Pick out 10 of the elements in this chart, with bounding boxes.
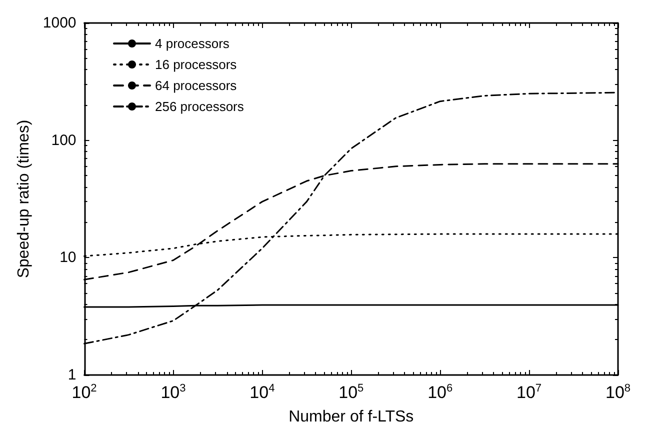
y-axis-title: Speed-up ratio (times)	[16, 120, 32, 278]
legend-label: 256 processors	[155, 99, 244, 114]
y-tick-label: 1	[68, 366, 76, 384]
y-tick-label: 1000	[42, 14, 76, 32]
y-tick-label: 10	[60, 249, 76, 266]
y-tick-label: 100	[51, 132, 76, 149]
legend-label: 4 processors	[155, 36, 230, 51]
legend-label: 16 processors	[155, 57, 238, 72]
legend-label: 64 processors	[155, 78, 238, 93]
x-axis-title: Number of f-LTSs	[288, 408, 414, 426]
